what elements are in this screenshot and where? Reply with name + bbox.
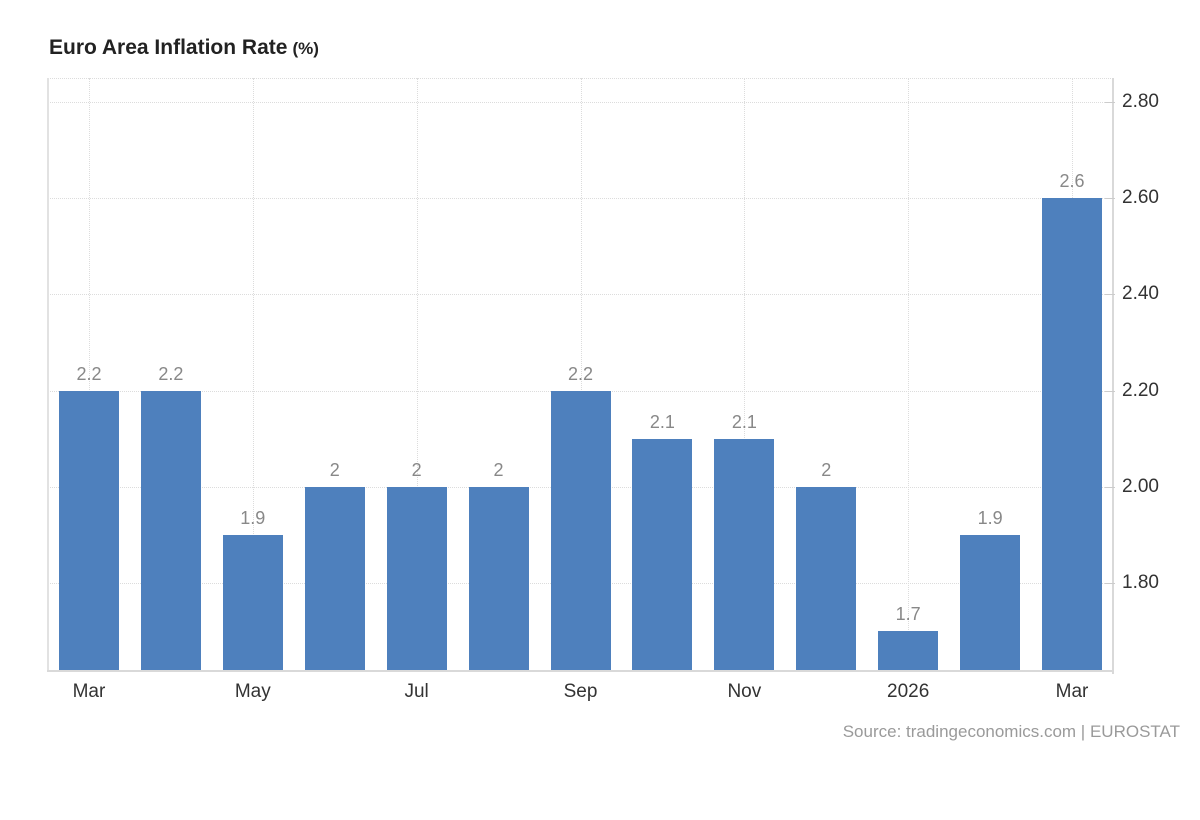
x-tick-label: Mar: [1055, 681, 1089, 702]
v-gridline: [580, 78, 582, 672]
v-gridline: [908, 78, 910, 672]
v-gridline: [252, 78, 254, 672]
bar: [878, 631, 939, 672]
y-axis-line: [1112, 78, 1114, 674]
bar-value-label: 2: [411, 459, 422, 480]
bar-value-label: 2.2: [567, 363, 594, 384]
bar-value-label: 2.2: [76, 363, 102, 384]
y-tick-mark: [1105, 486, 1115, 488]
x-axis-line: [47, 670, 1114, 672]
bar: [714, 438, 775, 672]
bar-value-label: 1.7: [895, 604, 921, 625]
x-tick-label: Sep: [563, 681, 598, 702]
v-gridline: [416, 78, 418, 672]
y-tick-label: 1.80: [1122, 572, 1159, 594]
bar-value-label: 2.1: [649, 411, 675, 432]
y-tick-label: 2.20: [1122, 379, 1159, 401]
bar-value-label: 1.9: [240, 507, 266, 528]
left-plot-border: [47, 78, 49, 672]
y-tick-mark: [1105, 294, 1115, 296]
source-attribution: Source: tradingeconomics.com | EUROSTAT: [842, 722, 1180, 741]
y-tick-label: 2.60: [1122, 187, 1159, 209]
bar: [140, 390, 201, 672]
bar-value-label: 2.6: [1059, 171, 1085, 192]
bar-value-label: 2: [493, 459, 504, 480]
bar: [796, 486, 857, 672]
y-tick-label: 2.80: [1122, 91, 1159, 113]
bar: [468, 486, 529, 672]
chart-title-unit: (%): [292, 39, 319, 58]
bar: [632, 438, 693, 672]
x-tick-label: Mar: [72, 681, 106, 702]
bar: [550, 390, 611, 672]
x-tick-label: 2026: [887, 681, 930, 702]
bar: [58, 390, 119, 672]
bar: [222, 534, 283, 672]
bar: [1042, 198, 1103, 672]
bar-value-label: 2: [329, 459, 340, 480]
y-tick-label: 2.40: [1122, 283, 1159, 305]
y-tick-mark: [1105, 583, 1115, 585]
plot-area[interactable]: 2.2 2.2 1.9 2 2 2 2.2 2.1 2.1 2 1.7 1.9 2.6: [48, 78, 1113, 672]
v-gridline: [88, 78, 90, 672]
v-gridline: [744, 78, 746, 672]
bar-value-label: 2: [821, 459, 832, 480]
y-tick-mark: [1105, 198, 1115, 200]
y-tick-mark: [1105, 102, 1115, 104]
bar: [960, 534, 1021, 672]
y-tick-mark: [1105, 390, 1115, 392]
x-tick-label: Jul: [404, 681, 429, 702]
x-tick-label: May: [234, 681, 271, 702]
bar: [304, 486, 365, 672]
bar-value-label: 2.2: [158, 363, 184, 384]
y-tick-label: 2.00: [1122, 475, 1159, 497]
bar: [386, 486, 447, 672]
bar-value-label: 2.1: [731, 411, 757, 432]
chart-title: Euro Area Inflation Rate (%): [49, 36, 319, 60]
x-tick-label: Nov: [727, 681, 762, 702]
bar-value-label: 1.9: [977, 507, 1003, 528]
chart-title-text: Euro Area Inflation Rate: [49, 36, 288, 59]
